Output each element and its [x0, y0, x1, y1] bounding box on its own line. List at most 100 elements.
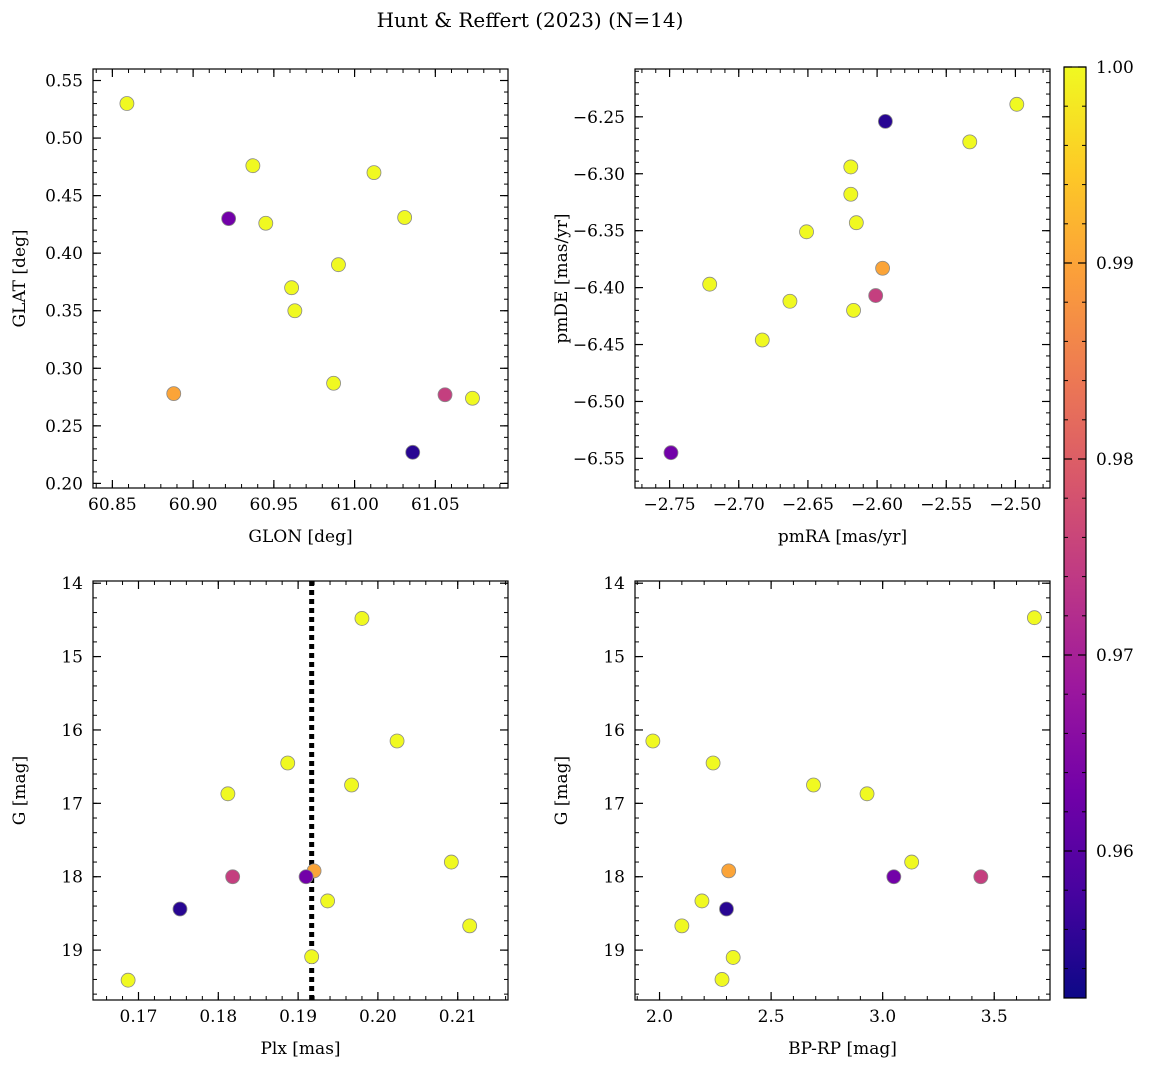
scatter-point: [799, 224, 814, 240]
y-axis-label: pmDE [mas/yr]: [552, 213, 572, 343]
y-tick-label: 14: [603, 574, 625, 594]
scatter-point: [714, 972, 730, 987]
scatter-point: [806, 777, 821, 793]
x-tick-label: 61.00: [330, 495, 379, 515]
y-tick-label: 15: [603, 648, 625, 668]
y-axis-label: G [mag]: [10, 756, 30, 825]
y-tick-label: 0.45: [45, 187, 83, 207]
x-tick-label: −2.75: [644, 495, 696, 515]
scatter-point: [221, 211, 237, 227]
x-axis-label: BP-RP [mag]: [788, 1039, 897, 1059]
scatter-point: [280, 755, 296, 771]
y-tick-label: 0.35: [45, 302, 83, 322]
plot-glon-glat: 60.85 60.90 60.95 61.00 61.05 0.20 0.25 0.30 0.3…: [10, 68, 509, 547]
x-axis-label: Plx [mas]: [260, 1039, 340, 1059]
scatter-point: [674, 918, 690, 934]
scatter-point: [437, 387, 453, 403]
axes-frame: [634, 580, 1051, 1001]
scatter-point: [663, 445, 679, 461]
y-tick-label: 0.25: [45, 417, 83, 437]
y-axis-label: GLAT [deg]: [10, 229, 30, 327]
scatter-point: [462, 918, 478, 934]
x-tick-label: −2.70: [713, 495, 765, 515]
y-tick-label: −6.35: [573, 222, 625, 242]
scatter-point: [702, 276, 718, 292]
axes-frame: [634, 68, 1051, 489]
y-tick-label: 15: [61, 648, 83, 668]
x-tick-label: 3.5: [981, 1007, 1008, 1027]
y-tick-label: 19: [61, 941, 83, 961]
scatter-point: [859, 786, 875, 802]
y-tick-label: −6.40: [573, 279, 625, 299]
scatter-point: [326, 375, 342, 391]
scatter-point: [843, 186, 859, 202]
x-tick-label: −2.55: [920, 495, 972, 515]
x-tick-label: −2.50: [989, 495, 1041, 515]
scatter-point: [287, 303, 303, 319]
axes-frame: [92, 68, 509, 489]
y-tick-label: 0.30: [45, 359, 83, 379]
scatter-point: [843, 159, 859, 175]
scatter-point: [405, 444, 421, 460]
x-tick-label: −2.65: [782, 495, 834, 515]
scatter-point: [875, 260, 891, 276]
scatter-point: [354, 611, 370, 626]
scatter-point: [397, 210, 413, 225]
scatter-point: [245, 158, 261, 174]
scatter-point: [389, 733, 405, 749]
y-tick-label: 14: [61, 574, 83, 594]
y-tick-label: 18: [61, 868, 83, 888]
axes-frame: [92, 580, 509, 1001]
x-axis-label: pmRA [mas/yr]: [778, 527, 907, 547]
y-axis-label: G [mag]: [552, 756, 572, 825]
scatter-point: [705, 755, 721, 771]
x-tick-label: 60.95: [250, 495, 299, 515]
scatter-point: [877, 113, 893, 129]
figure-title: Hunt & Reffert (2023) (N=14): [377, 8, 684, 32]
scatter-point: [225, 869, 241, 885]
x-axis-label: GLON [deg]: [248, 527, 352, 547]
x-tick-label: 61.05: [411, 495, 460, 515]
scatter-point: [119, 96, 135, 111]
scatter-point: [304, 949, 320, 965]
x-tick-label: 2.5: [758, 1007, 785, 1027]
scatter-point: [721, 863, 737, 879]
scatter-point: [120, 972, 136, 988]
y-tick-label: 17: [61, 794, 83, 814]
scatter-point: [1009, 96, 1025, 112]
x-tick-label: 0.20: [359, 1007, 397, 1027]
scatter-point: [166, 386, 182, 402]
x-tick-label: 0.17: [120, 1007, 158, 1027]
y-tick-label: 0.55: [45, 72, 83, 92]
y-tick-label: 0.20: [45, 474, 83, 494]
colorbar-tick-label: 0.97: [1096, 646, 1134, 666]
plot-bprp-g: 2.0 2.5 3.0 3.5 14 15 16 17 18 19 BP-RP [mag] G [ma…: [552, 574, 1051, 1059]
y-tick-label: −6.30: [573, 165, 625, 185]
scatter-point: [220, 786, 236, 802]
scatter-point: [1026, 610, 1042, 626]
scatter-point: [443, 854, 459, 870]
x-tick-label: 60.85: [88, 495, 137, 515]
scatter-point: [320, 893, 336, 909]
scatter-point: [886, 869, 902, 885]
scatter-point: [868, 288, 884, 303]
y-tick-label: 16: [603, 721, 625, 741]
y-tick-label: −6.55: [573, 449, 625, 469]
scatter-point: [904, 854, 920, 870]
x-tick-label: 3.0: [869, 1007, 896, 1027]
scatter-point: [754, 332, 770, 348]
colorbar-frame: [1063, 66, 1087, 999]
y-tick-label: −6.50: [573, 392, 625, 412]
scatter-point: [782, 293, 798, 309]
scatter-point: [172, 901, 188, 917]
y-tick-label: 19: [603, 941, 625, 961]
scatter-point: [962, 134, 978, 150]
colorbar-tick-label: 0.98: [1096, 450, 1134, 470]
y-tick-label: −6.45: [573, 336, 625, 356]
scatter-point: [366, 165, 382, 180]
y-tick-label: −6.25: [573, 108, 625, 128]
scatter-point: [465, 390, 480, 406]
y-tick-label: 0.40: [45, 244, 83, 264]
y-tick-label: 16: [61, 721, 83, 741]
y-tick-label: 0.50: [45, 129, 83, 149]
